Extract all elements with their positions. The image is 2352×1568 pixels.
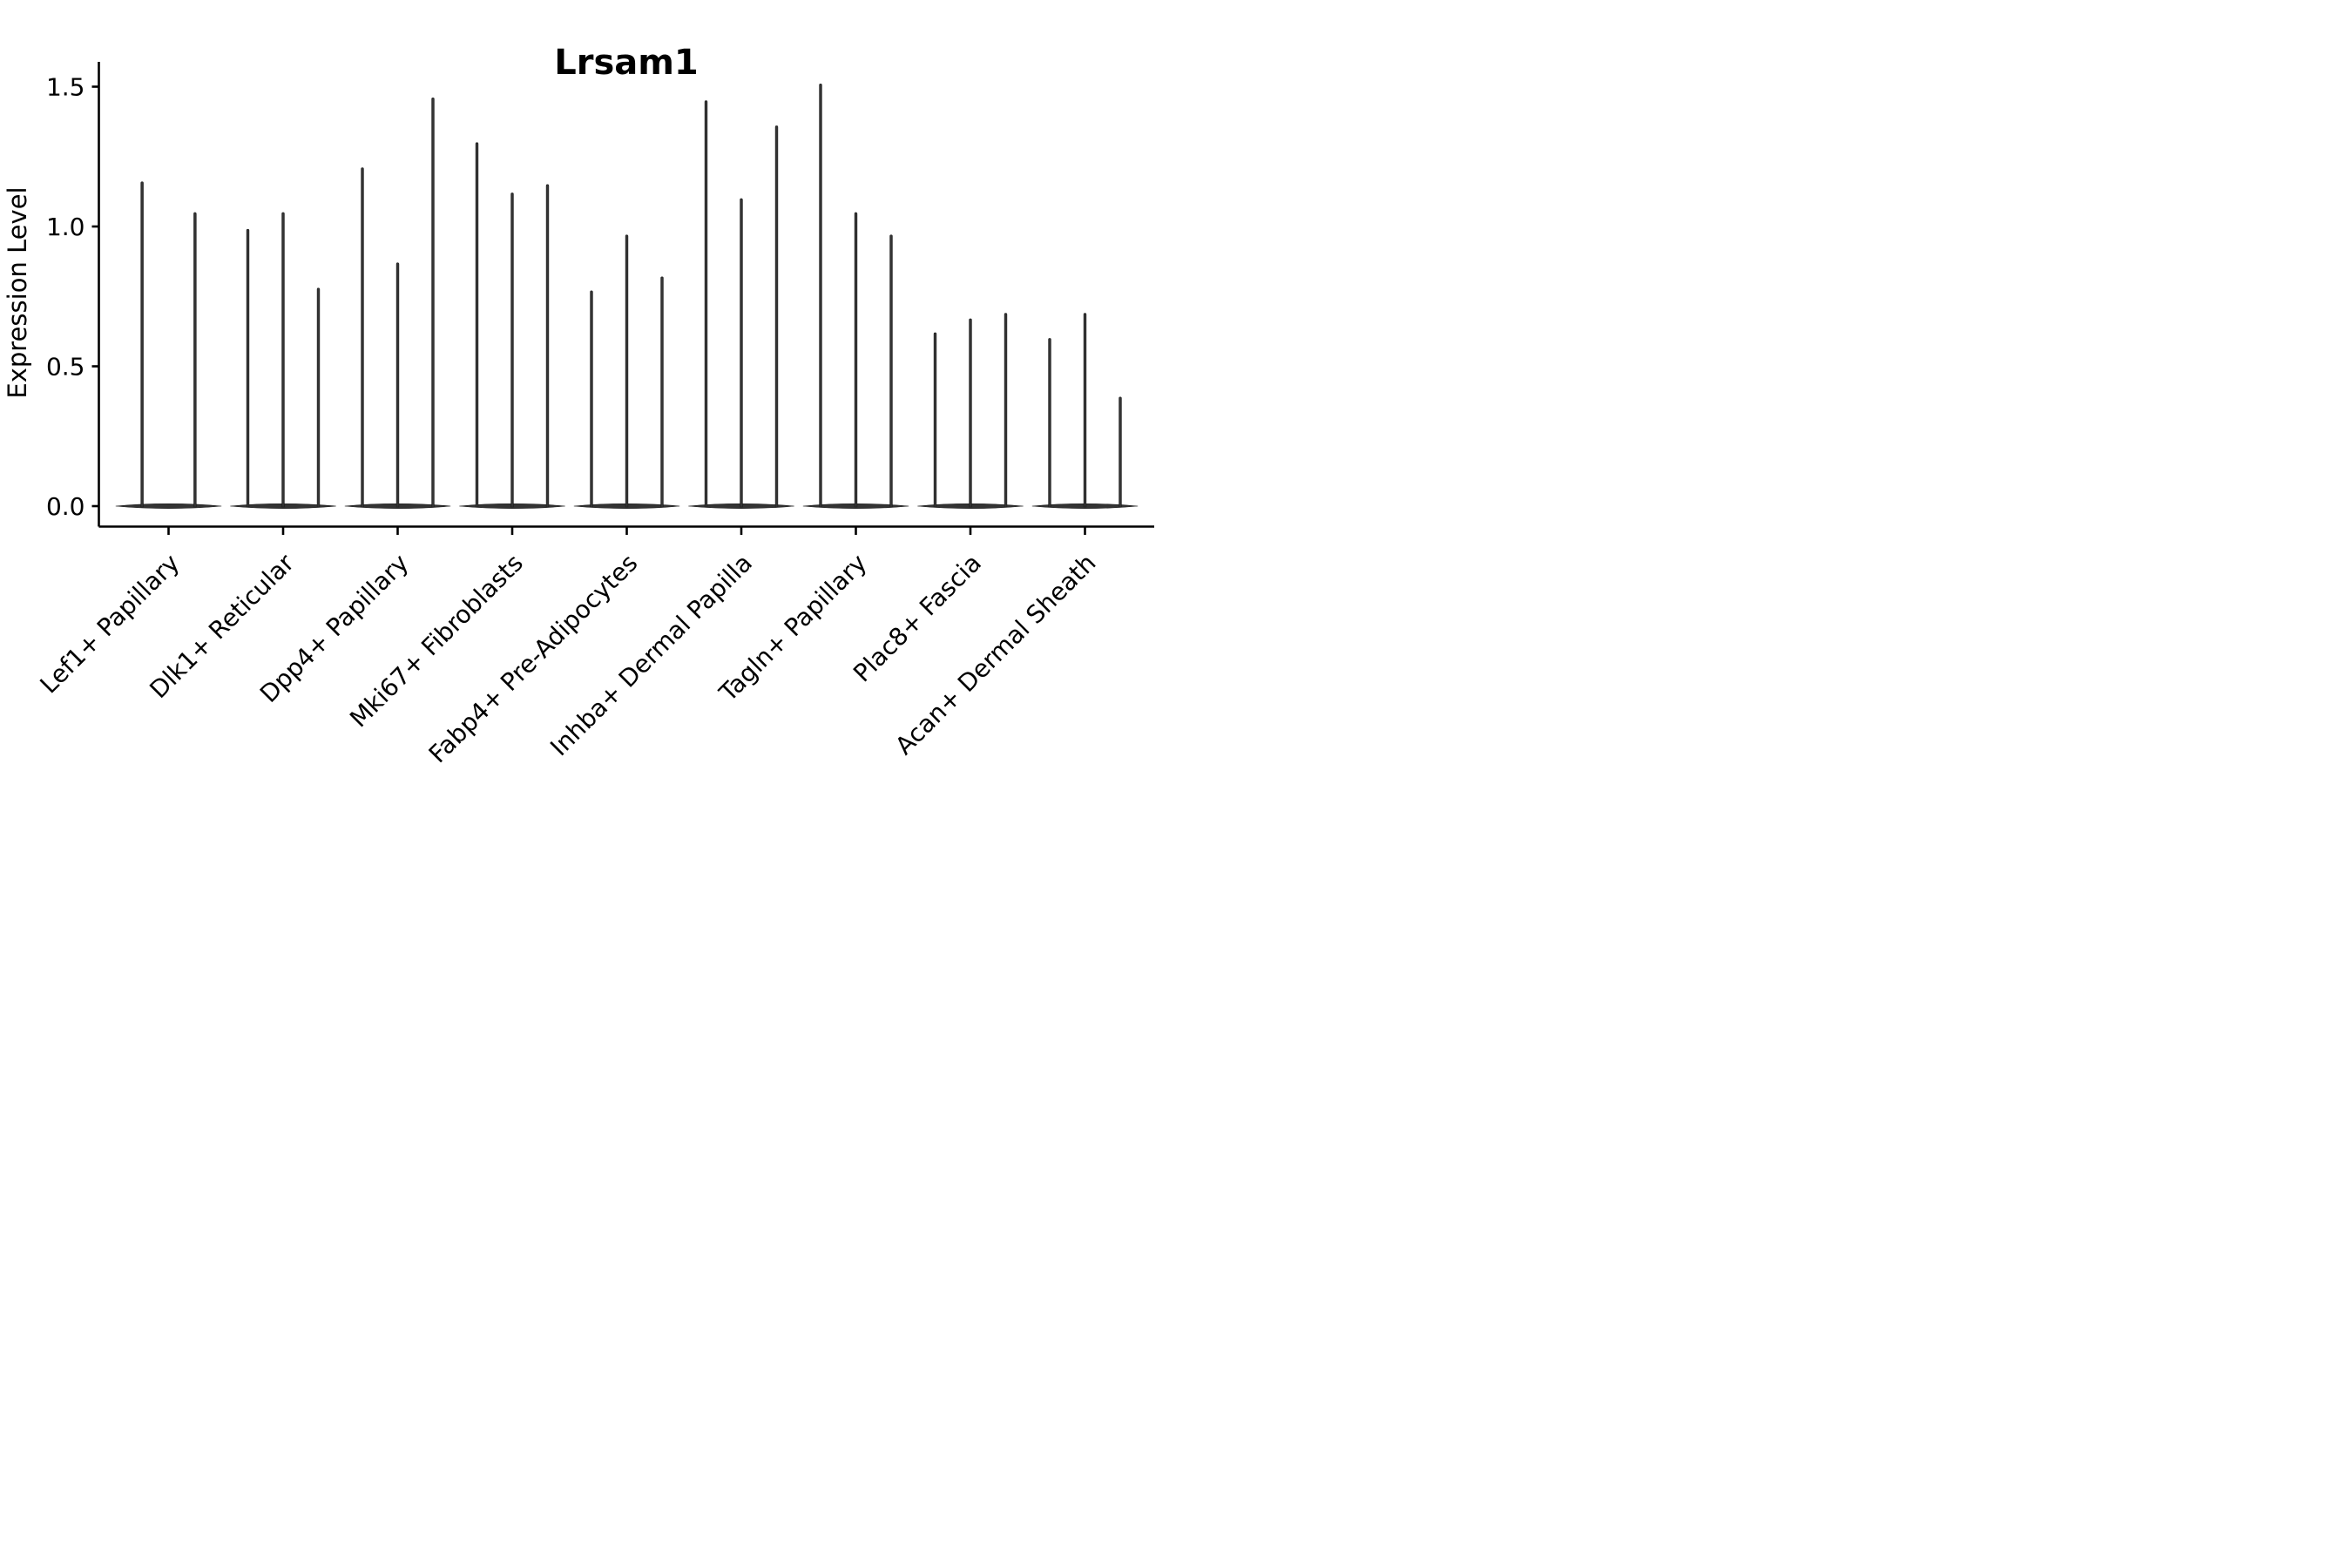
violin-spike	[140, 181, 144, 508]
violin-spike	[246, 228, 250, 508]
violin-spike	[510, 193, 514, 508]
violin-spike	[431, 98, 435, 508]
violin-spike	[660, 276, 664, 508]
violin-spike	[1083, 313, 1087, 508]
violin-spike	[1048, 338, 1051, 508]
violin-spike	[545, 184, 550, 508]
y-tick-label: 1.5	[46, 72, 85, 101]
y-tick-label: 0.5	[46, 352, 85, 381]
violin-base	[115, 503, 222, 510]
violins-group	[115, 84, 1139, 510]
violin-spike	[889, 234, 893, 508]
violin-spike	[475, 142, 479, 508]
category-label: Fabp4+ Pre-Adipocytes	[423, 549, 644, 769]
violin-spike	[1119, 396, 1122, 508]
y-tick-label: 0.0	[46, 492, 85, 521]
violin-spike	[704, 100, 708, 508]
violin-spike	[740, 198, 743, 508]
violin-spike	[395, 262, 400, 508]
violin-spike	[819, 84, 822, 508]
category-label: Inhba+ Dermal Papilla	[544, 549, 758, 762]
violin-spike	[193, 212, 197, 508]
y-axis-label: Expression Level	[3, 186, 32, 398]
violin-spike	[281, 212, 285, 508]
category-label: Acan+ Dermal Sheath	[889, 549, 1101, 760]
violin-spike	[933, 332, 937, 508]
violin-plot-figure: Lrsam1 Expression Level 0.0 0.5 1.0 1.5 Lef1…	[0, 0, 1176, 784]
chart-canvas: Lrsam1 Expression Level 0.00.51.01.5Lef1…	[3, 43, 1154, 768]
violin-spike	[590, 290, 593, 508]
violin-spike	[774, 125, 779, 508]
y-tick-label: 1.0	[46, 213, 85, 241]
violin-spike	[316, 287, 321, 508]
chart-title: Lrsam1	[554, 43, 699, 83]
violin-spike	[969, 318, 972, 508]
violin-spike	[625, 234, 629, 508]
violin-spike	[1004, 313, 1008, 508]
violin-spike	[361, 167, 364, 508]
violin-spike	[854, 212, 858, 508]
